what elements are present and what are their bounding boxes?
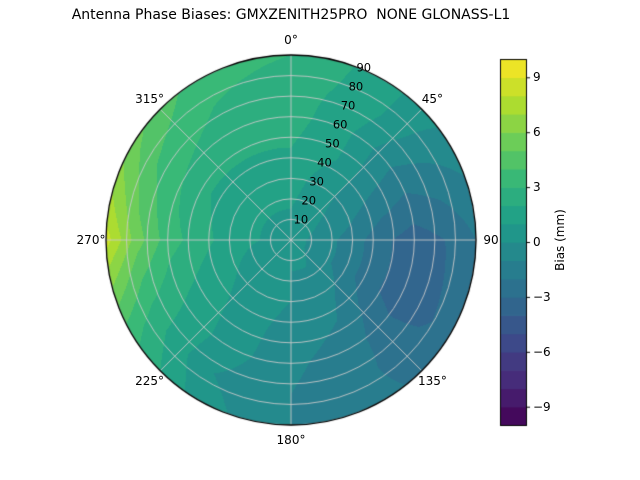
zenith-tick-label: 40 <box>317 155 332 170</box>
zenith-tick-label: 90 <box>356 60 372 75</box>
zenith-tick-label: 50 <box>325 136 340 151</box>
colorbar-tick-label: −9 <box>533 399 551 414</box>
colorbar-tick-label: 3 <box>533 180 541 195</box>
zenith-tick-label: 70 <box>340 98 356 113</box>
azimuth-tick-label: 180° <box>276 433 306 447</box>
colorbar-tick-label: 0 <box>533 235 541 249</box>
azimuth-tick-label: 90 <box>483 233 499 247</box>
zenith-tick-label: 60 <box>332 117 348 132</box>
azimuth-tick-label: 270° <box>76 233 106 247</box>
azimuth-tick-label: 45° <box>421 91 444 106</box>
azimuth-tick-label: 0° <box>284 33 298 47</box>
zenith-tick-label: 30 <box>309 174 324 189</box>
zenith-tick-label: 20 <box>301 193 317 208</box>
azimuth-tick-label: 315° <box>135 91 165 106</box>
zenith-tick-label: 10 <box>293 212 309 227</box>
azimuth-tick-label: 135° <box>417 374 447 389</box>
colorbar-tick-label: −3 <box>533 289 551 304</box>
colorbar-tick-label: 6 <box>533 125 541 140</box>
colorbar-axis-label: Bias (mm) <box>553 209 567 271</box>
colorbar-tick-label: 9 <box>533 70 541 85</box>
zenith-tick-label: 80 <box>348 79 364 94</box>
azimuth-tick-label: 225° <box>135 374 165 389</box>
colorbar-tick-label: −6 <box>533 344 551 359</box>
